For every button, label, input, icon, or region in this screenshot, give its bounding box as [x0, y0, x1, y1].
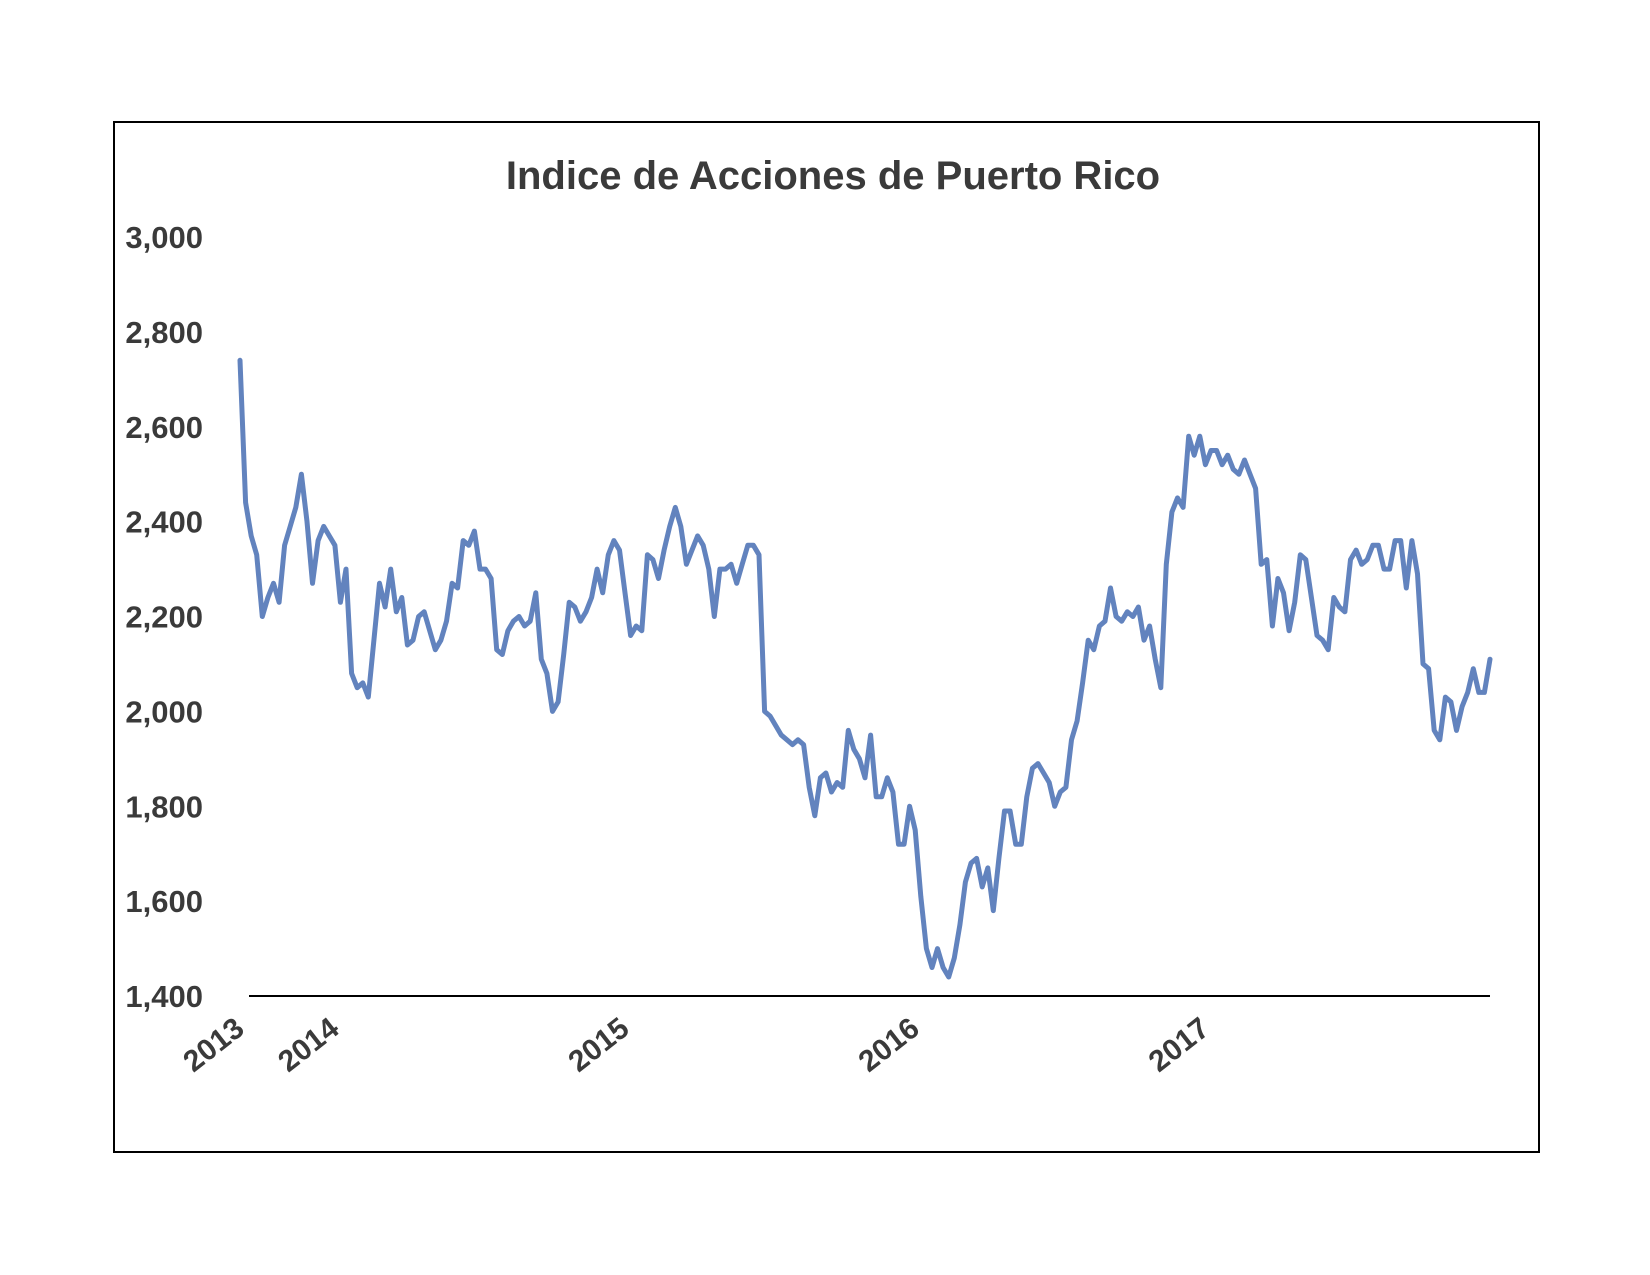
x-tick-label: 2015: [562, 1012, 635, 1079]
y-tick-label: 1,400: [125, 979, 203, 1014]
y-tick-label: 2,200: [125, 600, 203, 635]
x-tick-label: 2016: [853, 1012, 926, 1079]
x-tick-label: 2013: [177, 1012, 250, 1079]
y-tick-label: 2,800: [125, 315, 203, 350]
y-tick-label: 2,400: [125, 505, 203, 540]
x-tick-label: 2017: [1143, 1012, 1216, 1079]
y-axis-ticks: 1,400 1,600 1,800 2,000 2,200 2,400 2,600 2,800…: [125, 220, 203, 1014]
y-tick-label: 2,000: [125, 694, 203, 729]
y-tick-label: 3,000: [125, 220, 203, 255]
chart-title: Indice de Acciones de Puerto Rico: [506, 154, 1160, 198]
y-tick-label: 2,600: [125, 410, 203, 445]
y-tick-label: 1,600: [125, 884, 203, 919]
line-chart: Indice de Acciones de Puerto Rico 1,4001…: [125, 154, 1493, 1079]
x-tick-label: 2014: [272, 1011, 345, 1078]
chart-frame: Indice de Acciones de Puerto Rico 1,400 1…: [113, 121, 1540, 1153]
series-line: [237, 357, 1493, 980]
x-axis-ticks: 2013 2014 2015 2016 2017: [177, 1011, 1215, 1078]
y-tick-label: 1,800: [125, 789, 203, 824]
